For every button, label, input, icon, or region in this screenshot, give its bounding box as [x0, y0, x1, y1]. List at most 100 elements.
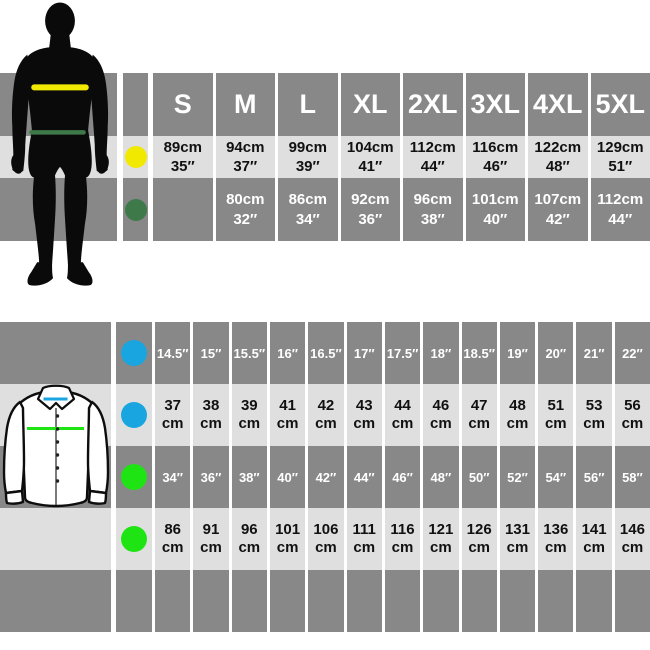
shirt-size-columns: 14.5″ 37 cm 34″ 86 cm 15″ 38 cm: [155, 322, 650, 632]
collar-cm-value: 43 cm: [353, 397, 376, 432]
chest-value: 122cm 48″: [534, 138, 582, 176]
chest-measurement-cell: 104cm 41″: [340, 136, 400, 178]
collar-cm-value: 51 cm: [544, 397, 567, 432]
chest-inch-legend-cell: [116, 446, 152, 508]
collar-cm-value: 42 cm: [315, 397, 337, 432]
collar-cm-value: 48 cm: [506, 397, 529, 432]
collar-cm-cell: 47 cm: [461, 384, 497, 446]
waist-measurement-cell: 80cm 32″: [215, 178, 275, 241]
chest-inches-value: 56″: [583, 469, 605, 485]
collar-cm-cell: 38 cm: [193, 384, 229, 446]
shirt-buttons: [55, 414, 60, 483]
chest-inches-value: 58″: [622, 469, 643, 485]
collar-cm-legend-cell: [116, 384, 152, 446]
chest-inches-value: 42″: [315, 469, 337, 485]
chest-inches-cell: 38″: [231, 446, 267, 508]
shirt-size-column: 18″ 46 cm 48″ 121 cm: [423, 322, 459, 632]
shirt-size-column: 19″ 48 cm 52″ 131 cm: [499, 322, 536, 632]
waist-measurement-cell: [153, 178, 213, 241]
collar-inches-value: 21″: [583, 345, 605, 361]
chest-measurement-cell: 112cm 44″: [403, 136, 463, 178]
chest-measurement-cell: 122cm 48″: [528, 136, 588, 178]
collar-cm-value: 44 cm: [391, 397, 414, 432]
size-label: 3XL: [470, 89, 521, 119]
bright-green-dot-icon: [121, 526, 147, 552]
collar-inches-cell: 16″: [269, 322, 306, 384]
chest-cm-cell: 111 cm: [346, 508, 382, 570]
size-header-cell: L: [278, 73, 338, 136]
size-label: S: [173, 89, 192, 119]
band-strip: [0, 178, 117, 241]
collar-inches-cell: 15″: [193, 322, 229, 384]
chest-cm-cell: 126 cm: [461, 508, 497, 570]
chest-inches-value: 50″: [468, 469, 490, 485]
shirt-size-column: 20″ 51 cm 54″ 136 cm: [538, 322, 574, 632]
size-header-cell: 2XL: [403, 73, 463, 136]
collar-inches-value: 15.5″: [233, 345, 266, 361]
chest-inches-value: 34″: [162, 469, 183, 485]
collar-cm-cell: 53 cm: [576, 384, 612, 446]
chest-inches-cell: 36″: [193, 446, 229, 508]
chest-line-icon: [31, 84, 89, 91]
collar-inches-value: 18.5″: [463, 345, 495, 361]
empty-cell: [269, 570, 306, 632]
collar-cm-cell: 46 cm: [423, 384, 459, 446]
size-column: S 89cm 35″: [153, 73, 213, 241]
chest-cm-value: 96 cm: [238, 521, 261, 556]
blue-dot-icon: [121, 340, 147, 366]
chest-inches-cell: 56″: [576, 446, 612, 508]
bright-green-dot-icon: [121, 464, 147, 490]
collar-cm-value: 46 cm: [430, 397, 452, 432]
chest-measurement-cell: 89cm 35″: [153, 136, 213, 178]
shirt-size-column: 22″ 56 cm 58″ 146 cm: [614, 322, 650, 632]
size-columns: S 89cm 35″ M 94cm 37″ 80cm 32″: [153, 73, 650, 241]
collar-inches-cell: 16.5″: [308, 322, 344, 384]
man-silhouette-icon: [11, 2, 109, 286]
chest-inches-value: 36″: [200, 469, 222, 485]
top-legend-column: [123, 73, 148, 241]
chest-value: 104cm 41″: [346, 138, 394, 176]
chest-value: 129cm 51″: [596, 138, 644, 176]
chest-cm-value: 101 cm: [275, 521, 301, 556]
collar-cm-cell: 39 cm: [231, 384, 267, 446]
waist-value: 112cm 44″: [597, 191, 644, 228]
chest-inches-cell: 48″: [423, 446, 459, 508]
chest-cm-cell: 146 cm: [614, 508, 650, 570]
collar-inches-value: 17″: [353, 345, 375, 361]
collar-inches-value: 19″: [507, 345, 528, 361]
size-label: 5XL: [595, 89, 646, 119]
collar-cm-value: 39 cm: [238, 397, 261, 432]
empty-cell: [155, 570, 191, 632]
chest-inches-cell: 54″: [538, 446, 574, 508]
empty-cell: [231, 570, 267, 632]
collar-inches-value: 17.5″: [386, 345, 419, 361]
collar-inches-value: 14.5″: [156, 345, 189, 361]
shirt-size-column: 14.5″ 37 cm 34″ 86 cm: [155, 322, 191, 632]
chest-inches-cell: 34″: [155, 446, 191, 508]
waist-measurement-cell: 92cm 36″: [340, 178, 400, 241]
chest-value: 99cm 39″: [288, 138, 327, 176]
chest-inches-cell: 40″: [269, 446, 306, 508]
chest-cm-value: 106 cm: [313, 521, 339, 556]
empty-cell: [193, 570, 229, 632]
yellow-dot-icon: [124, 146, 147, 168]
bottom-legend-column: [116, 322, 152, 632]
empty-cell: [499, 570, 536, 632]
shirt-size-column: 15″ 38 cm 36″ 91 cm: [193, 322, 229, 632]
chest-cm-cell: 96 cm: [231, 508, 267, 570]
waist-value: 80cm 32″: [226, 191, 265, 228]
collar-inches-cell: 18″: [423, 322, 459, 384]
chest-cm-cell: 101 cm: [269, 508, 306, 570]
chest-cm-legend-cell: [116, 508, 152, 570]
collar-cm-cell: 41 cm: [269, 384, 306, 446]
waist-value: 101cm 40″: [471, 191, 519, 228]
chest-inches-cell: 42″: [308, 446, 344, 508]
chest-cm-cell: 86 cm: [155, 508, 191, 570]
collar-inches-cell: 18.5″: [461, 322, 497, 384]
shirt-size-column: 17″ 43 cm 44″ 111 cm: [346, 322, 382, 632]
empty-cell: [576, 570, 612, 632]
chest-inches-cell: 46″: [384, 446, 421, 508]
chest-inches-value: 46″: [392, 469, 413, 485]
chest-cm-cell: 141 cm: [576, 508, 612, 570]
chest-cm-value: 116 cm: [390, 521, 415, 556]
